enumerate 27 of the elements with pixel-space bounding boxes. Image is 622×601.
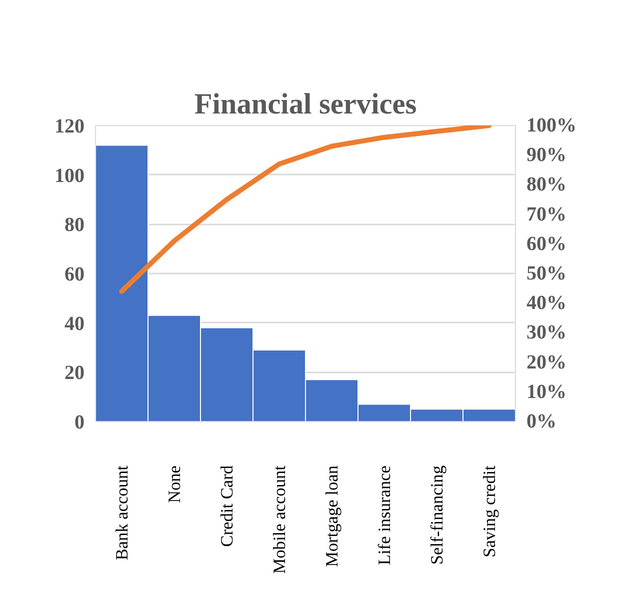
y2-tick-label: 60% [526,232,566,255]
y2-tick-label: 20% [526,351,566,374]
y-tick-label: 80 [64,214,84,236]
x-tick-label: Mortgage loan [322,465,342,568]
y2-tick-label: 40% [526,292,566,314]
y-tick-label: 60 [64,264,84,286]
y-tick-label: 120 [54,116,84,138]
y2-tick-label: 30% [526,322,566,344]
y2-tick-label: 10% [526,380,566,403]
y2-tick-label: 100% [526,114,576,136]
x-tick-label: Mobile account [270,465,289,574]
x-tick-label: Saving credit [480,465,499,558]
x-tick-label: Credit Card [217,465,236,547]
x-tick-label: Life insurance [374,465,394,566]
x-tick-label: None [164,465,184,504]
y-tick-label: 100 [54,164,84,187]
y2-tick-label: 50% [526,262,566,284]
y2-tick-label: 80% [526,174,566,196]
y2-tick-label: 70% [526,203,566,226]
y-tick-label: 40 [64,312,84,335]
y2-tick-label: 90% [526,144,566,166]
y-tick-label: 20 [64,362,84,384]
y2-tick-label: 0% [526,410,556,432]
x-tick-label: Bank account [112,465,132,560]
y-tick-label: 0 [74,412,84,434]
x-tick-label: Self-financing [427,465,446,565]
chart-title: Financial services [194,88,417,120]
